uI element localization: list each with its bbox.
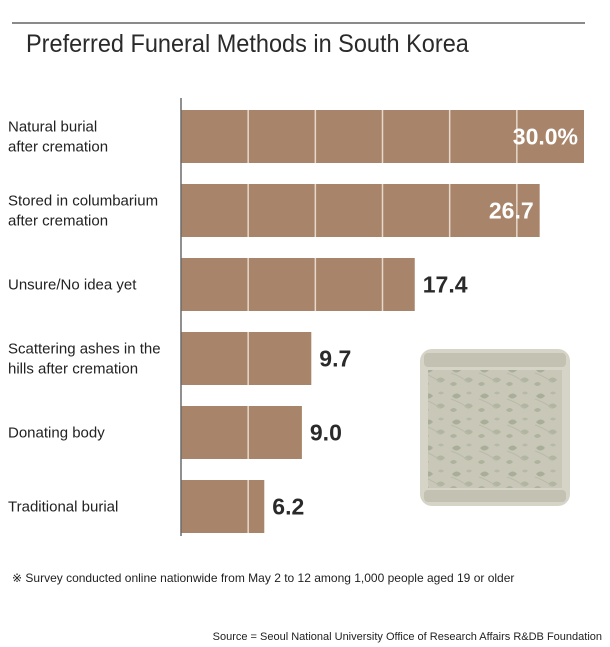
value-label: 30.0% <box>513 124 578 150</box>
bar-1 <box>181 184 540 237</box>
value-label: 17.4 <box>423 272 468 298</box>
value-label: 26.7 <box>489 198 534 224</box>
urn-illustration <box>420 349 570 506</box>
top-rule <box>12 22 585 24</box>
category-label: Donating body <box>8 425 105 442</box>
value-label: 6.2 <box>272 494 304 520</box>
category-label: Traditional burial <box>8 499 118 516</box>
bar-5 <box>181 480 265 533</box>
category-label: Natural burial <box>8 119 97 136</box>
category-label: Unsure/No idea yet <box>8 277 137 294</box>
category-label: Stored in columbarium <box>8 193 158 210</box>
bar-4 <box>181 406 302 459</box>
bars-layer: Natural burial after cremation 30.0% Stored… <box>8 110 584 533</box>
category-label: after cremation <box>8 139 108 156</box>
survey-note: ※ Survey conducted online nationwide fro… <box>12 571 515 585</box>
chart-title: Preferred Funeral Methods in South Korea <box>26 30 469 58</box>
category-label: after cremation <box>8 213 108 230</box>
value-label: 9.0 <box>310 420 342 446</box>
value-label: 9.7 <box>319 346 351 372</box>
category-label: hills after cremation <box>8 361 138 378</box>
bar-2 <box>181 258 415 311</box>
bar-3 <box>181 332 312 385</box>
category-label: Scattering ashes in the <box>8 341 161 358</box>
source-credit: Source = Seoul National University Offic… <box>212 631 602 643</box>
